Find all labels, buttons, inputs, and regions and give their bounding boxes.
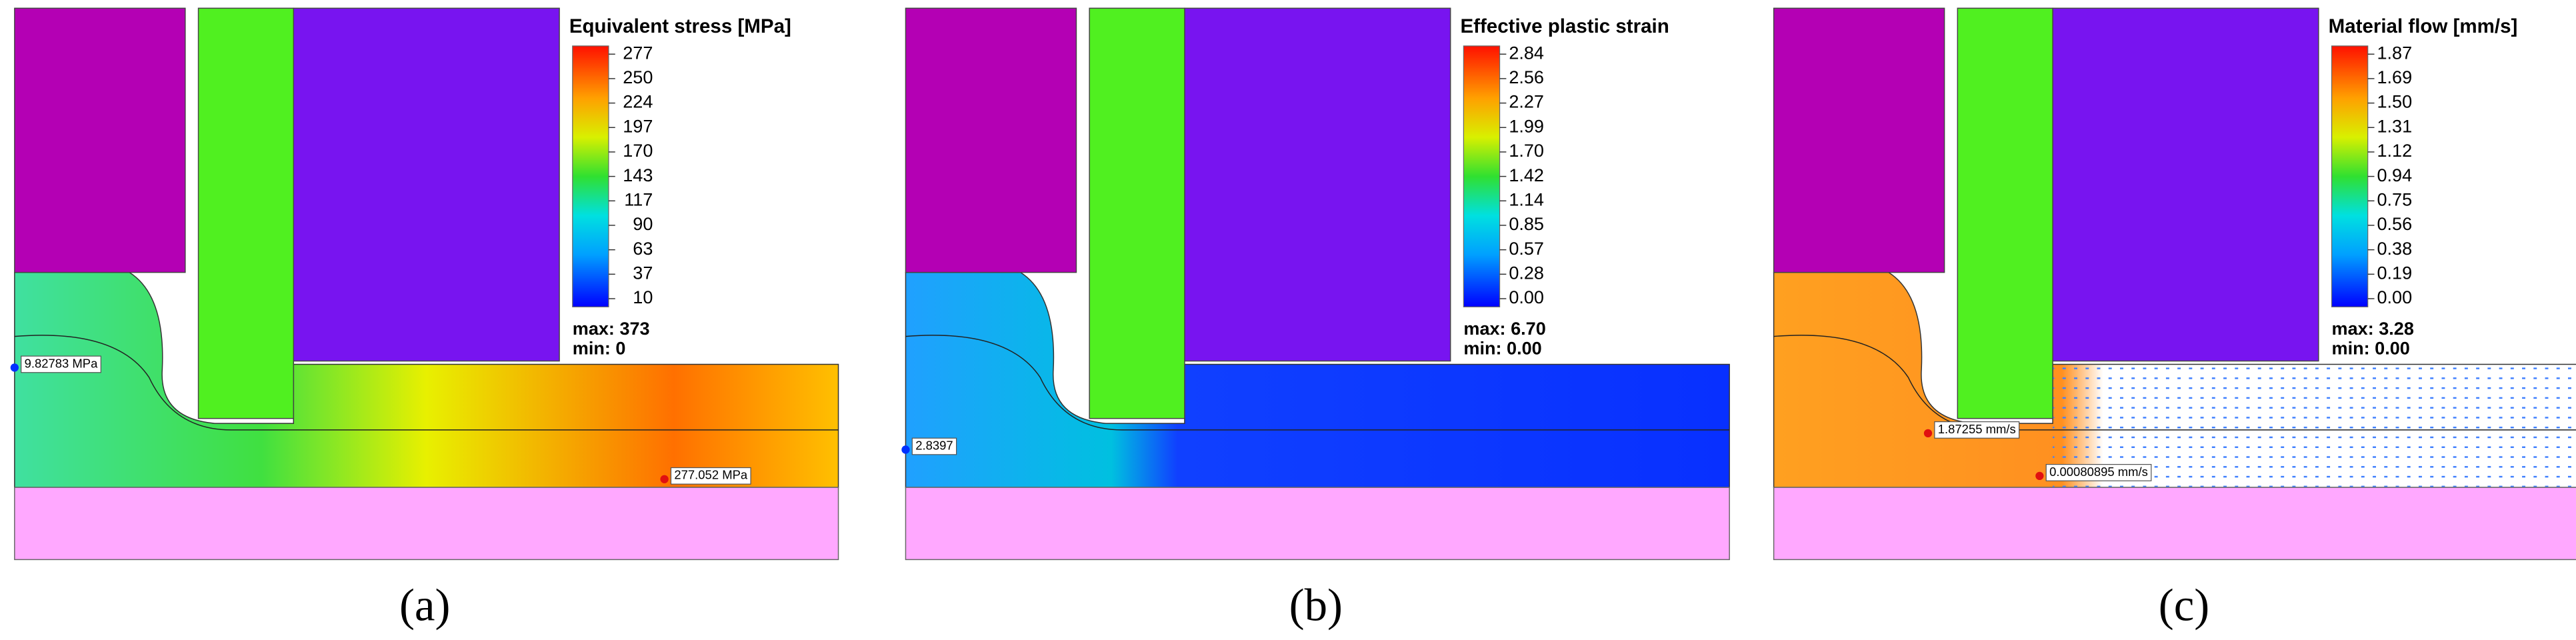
- colorbar-label: 0.00: [2377, 287, 2412, 307]
- colorbar-label: 10: [633, 287, 653, 307]
- tool-pin: [1957, 7, 2053, 419]
- die: [14, 487, 839, 561]
- caption: (b): [1289, 579, 1343, 630]
- colorbar-label: 117: [624, 189, 653, 209]
- clamp-block: [1773, 7, 1945, 273]
- caption: (c): [2159, 579, 2209, 630]
- punch-block: [1184, 7, 1451, 362]
- colorbar-label: 90: [633, 213, 653, 234]
- flow-line: [14, 335, 839, 431]
- colorbar-label: 0.56: [2377, 213, 2412, 234]
- flow-line: [905, 335, 1730, 431]
- colorbar-label: 37: [633, 262, 653, 283]
- min-label: min: 0.00: [2332, 337, 2410, 358]
- colorbar-label: 250: [623, 67, 653, 87]
- colorbar-label: 197: [623, 115, 653, 136]
- colorbar: [1463, 45, 1501, 307]
- colorbar-label: 2.27: [1509, 91, 1544, 112]
- max-label: max: 6.70: [1463, 318, 1545, 339]
- colorbar-label: 0.75: [2377, 189, 2412, 209]
- probe-box: [21, 355, 101, 373]
- punch-block: [293, 7, 560, 362]
- probe-box: [1934, 421, 2020, 439]
- probe-marker: [901, 445, 910, 454]
- colorbar-label: 277: [623, 42, 653, 63]
- probe-marker: [2035, 471, 2044, 480]
- colorbar-label: 63: [633, 238, 653, 259]
- tool-pin: [197, 7, 295, 419]
- min-label: min: 0.00: [1463, 337, 1541, 358]
- probe-marker: [660, 475, 669, 483]
- colorbar: [2331, 45, 2369, 307]
- probe-label: 2.8397: [915, 438, 953, 452]
- colorbar-label: 1.14: [1509, 189, 1544, 209]
- probe-label: 277.052 MPa: [674, 468, 748, 482]
- colorbar-label: 224: [623, 91, 653, 112]
- colorbar-label: 1.99: [1509, 115, 1544, 136]
- clamp-block: [905, 7, 1077, 273]
- colorbar-label: 0.94: [2377, 165, 2412, 185]
- max-label: max: 3.28: [2332, 318, 2414, 339]
- colorbar-label: 1.12: [2377, 140, 2412, 161]
- panel: Effective plastic strain 2.84 2.56 2.27 1.99…: [901, 7, 1730, 630]
- tool-pin: [1089, 7, 1185, 419]
- colorbar-label: 0.28: [1509, 262, 1544, 283]
- probe-label: 0.00080895 mm/s: [2049, 465, 2148, 479]
- probe-label: 1.87255 mm/s: [1938, 422, 2016, 436]
- max-label: max: 373: [573, 318, 650, 339]
- colorbar-label: 170: [623, 140, 653, 161]
- clamp-block: [14, 7, 186, 273]
- min-label: min: 0: [573, 337, 626, 358]
- workpiece: [905, 271, 1730, 488]
- colorbar-label: 0.38: [2377, 238, 2412, 259]
- die: [905, 487, 1730, 561]
- colorbar-label: 0.19: [2377, 262, 2412, 283]
- workpiece: [14, 271, 839, 488]
- panel: Equivalent stress [MPa] 277 250 224 197 170 14…: [10, 7, 839, 630]
- probe-label: 9.82783 MPa: [25, 356, 99, 370]
- colorbar-label: 2.56: [1509, 67, 1544, 87]
- legend-title: Equivalent stress [MPa]: [569, 15, 791, 37]
- colorbar-label: 1.70: [1509, 140, 1544, 161]
- colorbar-label: 1.50: [2377, 91, 2412, 112]
- colorbar-label: 1.87: [2377, 42, 2412, 63]
- caption: (a): [399, 579, 450, 630]
- colorbar: [572, 45, 609, 307]
- probe-marker: [1923, 429, 1933, 437]
- colorbar-label: 0.85: [1509, 213, 1544, 234]
- die: [1773, 487, 2576, 561]
- punch-block: [2052, 7, 2319, 362]
- colorbar-label: 2.84: [1509, 42, 1544, 63]
- legend-title: Effective plastic strain: [1460, 15, 1669, 37]
- legend-title: Material flow [mm/s]: [2329, 15, 2518, 37]
- colorbar-label: 1.69: [2377, 67, 2412, 87]
- probe-box: [911, 437, 957, 455]
- colorbar-label: 143: [623, 165, 653, 185]
- probe-marker: [10, 363, 19, 372]
- probe-box: [670, 467, 751, 485]
- colorbar-label: 0.00: [1509, 287, 1544, 307]
- colorbar-label: 1.42: [1509, 165, 1544, 185]
- panel: Material flow [mm/s] 1.87 1.69 1.50 1.31 1.12…: [1773, 7, 2576, 630]
- colorbar-label: 1.31: [2377, 115, 2412, 136]
- probe-box: [2045, 464, 2152, 481]
- colorbar-label: 0.57: [1509, 238, 1544, 259]
